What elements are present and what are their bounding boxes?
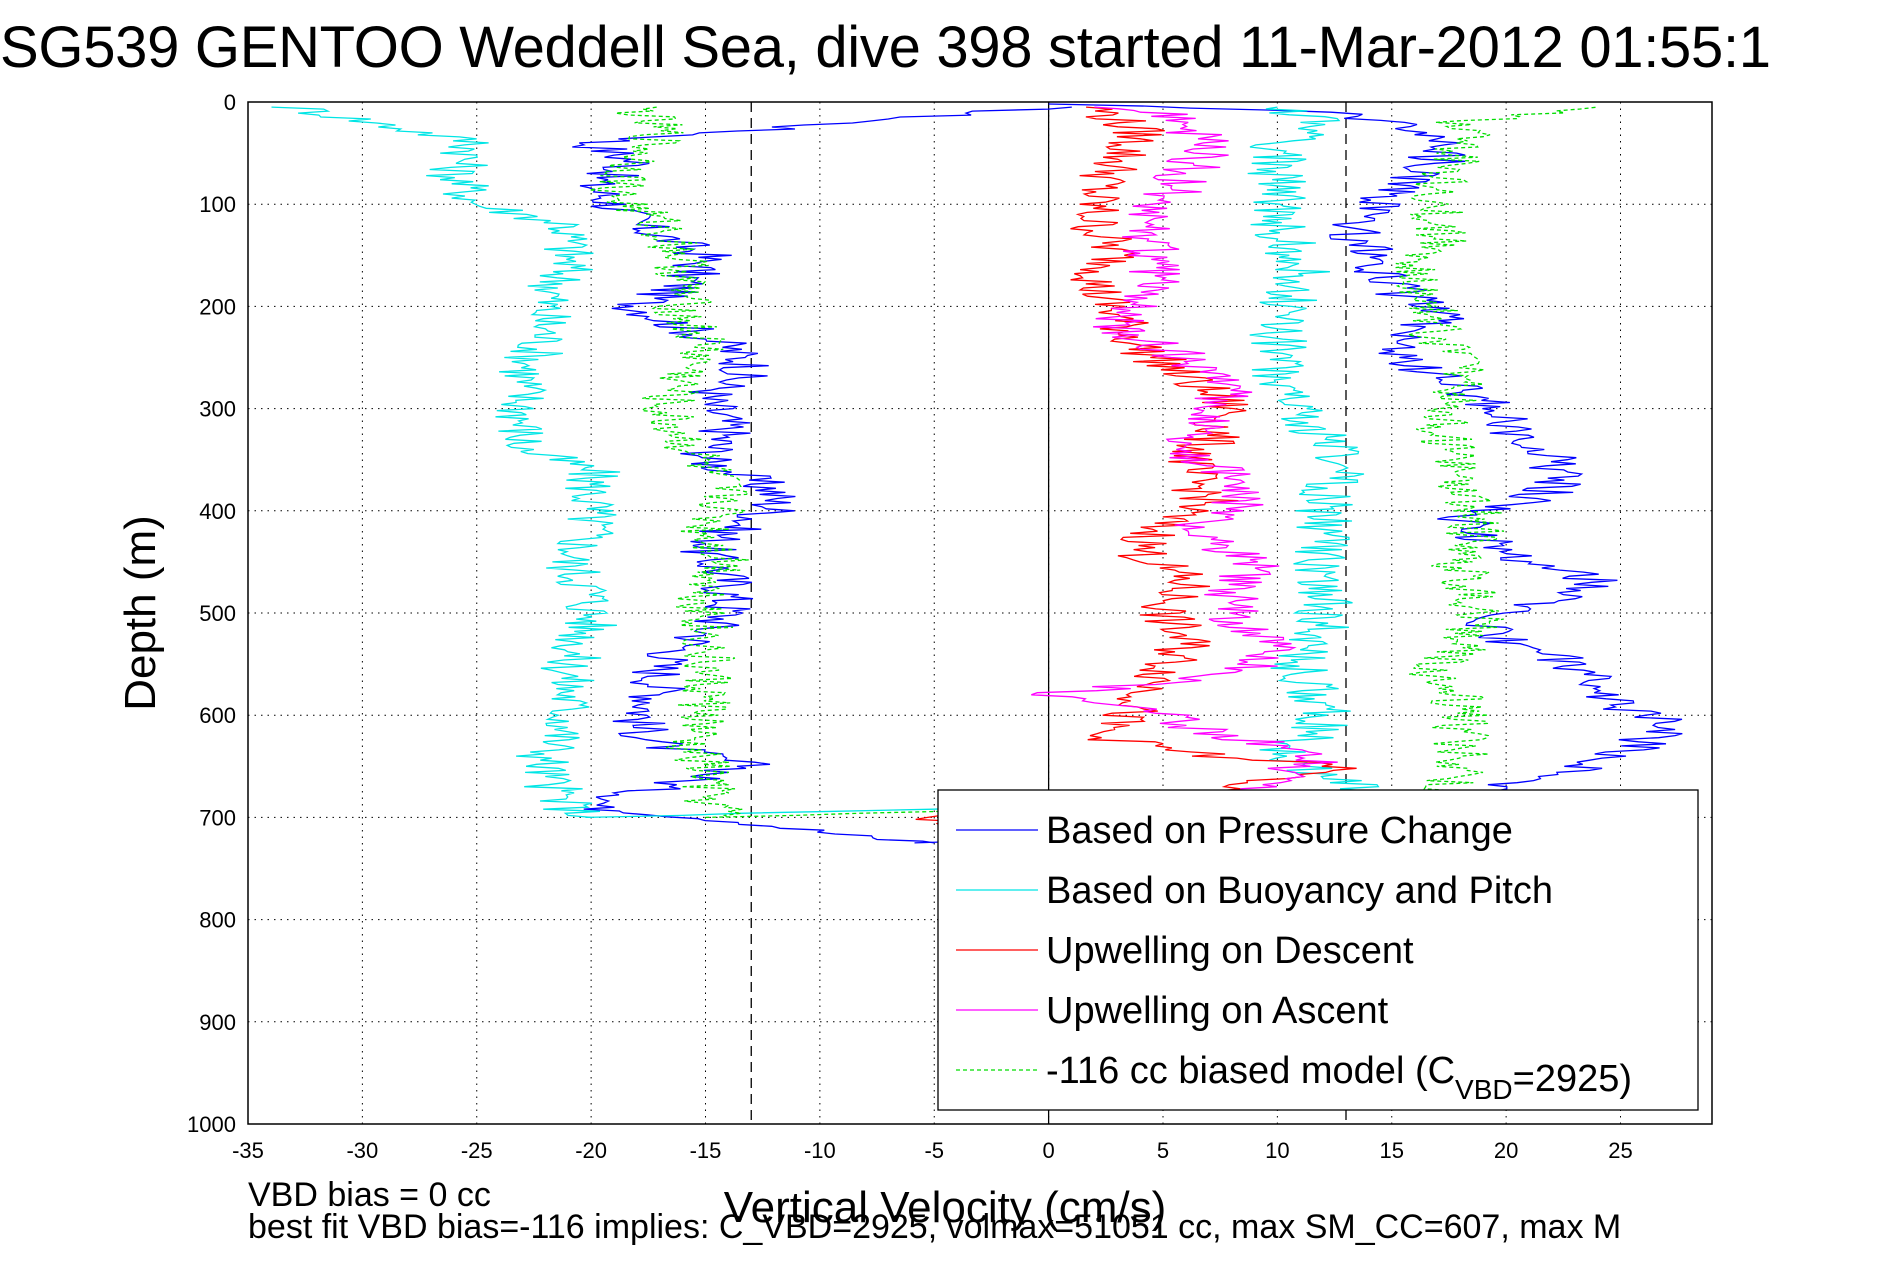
axes-box — [247, 101, 1713, 1125]
legend-label: Based on Buoyancy and Pitch — [1046, 870, 1553, 912]
y-tick-label: 400 — [199, 499, 236, 524]
legend-label: Upwelling on Descent — [1046, 930, 1414, 972]
legend-box — [937, 789, 1699, 1111]
series-line — [271, 106, 621, 819]
series-line — [585, 106, 1387, 819]
series-line — [915, 106, 1357, 839]
x-tick-label: -10 — [804, 1138, 836, 1163]
series-line — [572, 106, 1072, 844]
data-series — [271, 103, 1683, 844]
legend-label: Upwelling on Ascent — [1046, 990, 1389, 1032]
y-tick-label: 1000 — [187, 1112, 236, 1137]
y-tick-label: 800 — [199, 908, 236, 933]
y-tick-label: 0 — [224, 90, 236, 115]
legend-label: Based on Pressure Change — [1046, 810, 1513, 852]
series-line — [914, 103, 1683, 844]
chart-title: SG539 GENTOO Weddell Sea, dive 398 start… — [0, 15, 1771, 80]
x-tick-label: 15 — [1380, 1138, 1404, 1163]
footer-best-fit: best fit VBD bias=-116 implies: C_VBD=29… — [248, 1208, 1622, 1246]
x-tick-label: 5 — [1157, 1138, 1169, 1163]
x-tick-label: 25 — [1608, 1138, 1632, 1163]
legend: Based on Pressure Change Based on Buoyanc… — [937, 789, 1699, 1111]
y-tick-label: 200 — [199, 294, 236, 319]
x-tick-label: -5 — [924, 1138, 944, 1163]
y-tick-label: 700 — [199, 805, 236, 830]
y-tick-label: 600 — [199, 703, 236, 728]
ticks: -35 -30 -25 -20 -15 -10 -5 0 5 10 15 20 25 0 100 200 300… — [187, 90, 1633, 1163]
x-tick-label: -35 — [232, 1138, 264, 1163]
series-line — [705, 106, 1598, 819]
x-tick-label: 20 — [1494, 1138, 1518, 1163]
x-tick-label: -30 — [346, 1138, 378, 1163]
y-tick-label: 900 — [199, 1010, 236, 1035]
x-tick-label: -15 — [690, 1138, 722, 1163]
footer-vbd-bias: VBD bias = 0 cc — [248, 1176, 491, 1214]
y-axis-label: Depth (m) — [116, 515, 165, 711]
x-axis-label: Vertical Velocity (cm/s) — [724, 1183, 1167, 1232]
x-tick-label: -20 — [575, 1138, 607, 1163]
series-line — [980, 106, 1338, 839]
series-line — [589, 106, 750, 818]
y-tick-label: 500 — [199, 601, 236, 626]
x-tick-label: 10 — [1265, 1138, 1289, 1163]
x-tick-label: -25 — [461, 1138, 493, 1163]
x-tick-label: 0 — [1043, 1138, 1055, 1163]
y-tick-label: 100 — [199, 192, 236, 217]
y-tick-label: 300 — [199, 397, 236, 422]
